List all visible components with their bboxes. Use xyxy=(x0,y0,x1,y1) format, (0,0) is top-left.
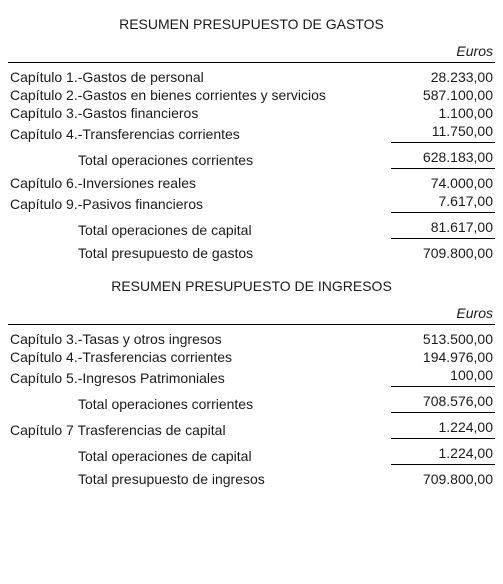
row-label: Capítulo 4.-Transferencias corrientes xyxy=(8,122,391,143)
subtotal-row: Total operaciones de capital 1.224,00 xyxy=(8,439,495,465)
row-value: 74.000,00 xyxy=(391,169,495,193)
gastos-table: Euros Capítulo 1.-Gastos de personal 28.… xyxy=(8,42,495,262)
row-value: 587.100,00 xyxy=(391,86,495,104)
ingresos-title: RESUMEN PRESUPUESTO DE INGRESOS xyxy=(8,278,495,294)
total-row: Total presupuesto de gastos 709.800,00 xyxy=(8,239,495,263)
ingresos-currency-header: Euros xyxy=(391,304,495,325)
table-row: Capítulo 5.-Ingresos Patrimoniales 100,0… xyxy=(8,366,495,387)
table-row: Capítulo 7 Trasferencias de capital 1.22… xyxy=(8,413,495,439)
row-label: Total operaciones corrientes xyxy=(8,143,391,169)
row-value: 100,00 xyxy=(391,366,495,387)
gastos-header-row: Euros xyxy=(8,42,495,63)
row-label: Capítulo 5.-Ingresos Patrimoniales xyxy=(8,366,391,387)
ingresos-header-row: Euros xyxy=(8,304,495,325)
row-value: 194.976,00 xyxy=(391,348,495,366)
row-label: Total operaciones de capital xyxy=(8,213,391,239)
row-value: 7.617,00 xyxy=(391,192,495,213)
row-label: Total operaciones de capital xyxy=(8,439,391,465)
row-value: 1.224,00 xyxy=(391,413,495,439)
table-row: Capítulo 3.-Gastos financieros 1.100,00 xyxy=(8,104,495,122)
row-label: Capítulo 9.-Pasivos financieros xyxy=(8,192,391,213)
row-label: Capítulo 3.-Gastos financieros xyxy=(8,104,391,122)
gastos-title: RESUMEN PRESUPUESTO DE GASTOS xyxy=(8,16,495,32)
subtotal-row: Total operaciones corrientes 708.576,00 xyxy=(8,387,495,413)
row-label: Capítulo 4.-Trasferencias corrientes xyxy=(8,348,391,366)
row-label: Capítulo 3.-Tasas y otros ingresos xyxy=(8,325,391,349)
row-label: Total operaciones corrientes xyxy=(8,387,391,413)
subtotal-row: Total operaciones de capital 81.617,00 xyxy=(8,213,495,239)
row-value: 709.800,00 xyxy=(391,239,495,263)
row-value: 1.100,00 xyxy=(391,104,495,122)
row-label: Capítulo 7 Trasferencias de capital xyxy=(8,413,391,439)
table-row: Capítulo 2.-Gastos en bienes corrientes … xyxy=(8,86,495,104)
row-value: 708.576,00 xyxy=(391,387,495,413)
subtotal-row: Total operaciones corrientes 628.183,00 xyxy=(8,143,495,169)
table-row: Capítulo 1.-Gastos de personal 28.233,00 xyxy=(8,63,495,87)
row-label: Capítulo 2.-Gastos en bienes corrientes … xyxy=(8,86,391,104)
row-value: 11.750,00 xyxy=(391,122,495,143)
table-row: Capítulo 4.-Trasferencias corrientes 194… xyxy=(8,348,495,366)
row-value: 513.500,00 xyxy=(391,325,495,349)
row-value: 1.224,00 xyxy=(391,439,495,465)
gastos-currency-header: Euros xyxy=(391,42,495,63)
table-row: Capítulo 9.-Pasivos financieros 7.617,00 xyxy=(8,192,495,213)
table-row: Capítulo 3.-Tasas y otros ingresos 513.5… xyxy=(8,325,495,349)
row-label: Capítulo 1.-Gastos de personal xyxy=(8,63,391,87)
table-row: Capítulo 6.-Inversiones reales 74.000,00 xyxy=(8,169,495,193)
row-value: 628.183,00 xyxy=(391,143,495,169)
total-row: Total presupuesto de ingresos 709.800,00 xyxy=(8,465,495,489)
ingresos-table: Euros Capítulo 3.-Tasas y otros ingresos… xyxy=(8,304,495,488)
table-row: Capítulo 4.-Transferencias corrientes 11… xyxy=(8,122,495,143)
row-value: 28.233,00 xyxy=(391,63,495,87)
row-label: Capítulo 6.-Inversiones reales xyxy=(8,169,391,193)
row-label: Total presupuesto de gastos xyxy=(8,239,391,263)
row-value: 709.800,00 xyxy=(391,465,495,489)
row-label: Total presupuesto de ingresos xyxy=(8,465,391,489)
row-value: 81.617,00 xyxy=(391,213,495,239)
